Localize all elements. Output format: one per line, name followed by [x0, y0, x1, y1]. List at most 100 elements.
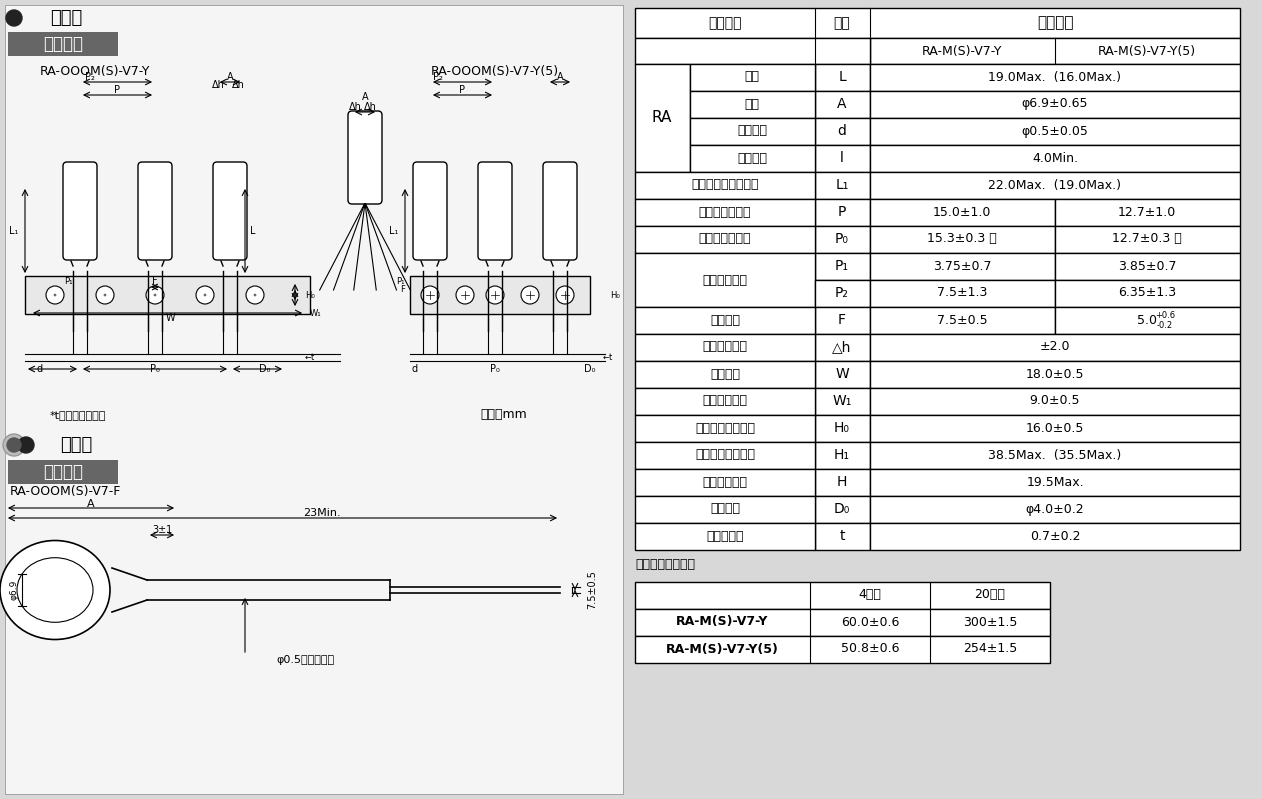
Text: 産品最高限度尺寸: 産品最高限度尺寸: [695, 448, 755, 462]
Text: 7.5±0.5: 7.5±0.5: [936, 313, 987, 327]
Bar: [870, 469, 1241, 496]
Text: 導線間距: 導線間距: [711, 313, 740, 327]
Text: 名　　稱: 名 稱: [708, 16, 742, 30]
Bar: [815, 307, 870, 334]
Circle shape: [3, 434, 25, 456]
Bar: [1055, 307, 1241, 334]
Text: RA-OOOM(S)-V7-F: RA-OOOM(S)-V7-F: [10, 486, 121, 499]
Text: 60.0±0.6: 60.0±0.6: [840, 615, 900, 629]
Text: 直径: 直径: [745, 97, 760, 110]
Text: 從基板開始産品高度: 從基板開始産品高度: [692, 178, 758, 192]
Text: P₂: P₂: [85, 72, 95, 82]
Text: 整形品: 整形品: [61, 436, 92, 454]
Text: H₀: H₀: [305, 291, 314, 300]
Bar: [815, 64, 870, 91]
Text: H₀: H₀: [834, 421, 849, 435]
Bar: [635, 415, 815, 442]
Bar: [635, 226, 815, 253]
Text: 18.0±0.5: 18.0±0.5: [1026, 368, 1084, 380]
Text: Δh: Δh: [231, 80, 245, 90]
Text: L₁: L₁: [835, 178, 848, 192]
Text: 3±1: 3±1: [151, 525, 172, 535]
Text: 編帯品: 編帯品: [50, 9, 82, 27]
Bar: [870, 415, 1241, 442]
Bar: [5, 5, 623, 794]
Bar: [635, 609, 1050, 636]
Circle shape: [456, 286, 475, 304]
Bar: [815, 280, 870, 307]
Bar: [870, 38, 1241, 64]
Circle shape: [196, 286, 215, 304]
Bar: [690, 145, 815, 172]
Text: 産品之間的問距: 産品之間的問距: [699, 205, 751, 218]
Bar: [635, 636, 1050, 663]
Text: 産品傾倒幅度: 産品傾倒幅度: [703, 340, 747, 353]
FancyBboxPatch shape: [138, 162, 172, 260]
Bar: [815, 172, 870, 199]
Bar: [635, 523, 815, 550]
Bar: [815, 469, 870, 496]
Circle shape: [6, 10, 21, 26]
FancyBboxPatch shape: [348, 111, 382, 204]
Text: d: d: [838, 124, 847, 138]
Bar: [8, 32, 119, 56]
Bar: [870, 280, 1055, 307]
Text: 洞孔位置偏移: 洞孔位置偏移: [703, 395, 747, 407]
Bar: [410, 276, 591, 314]
Circle shape: [521, 286, 539, 304]
Text: RA-OOOM(S)-V7-Y: RA-OOOM(S)-V7-Y: [40, 66, 150, 78]
Bar: [635, 8, 1241, 38]
Bar: [690, 64, 815, 91]
Bar: [635, 388, 815, 415]
Text: 帯紙總厚度: 帯紙總厚度: [707, 530, 743, 543]
FancyBboxPatch shape: [413, 162, 447, 260]
Text: 洞孔位置偏移: 洞孔位置偏移: [703, 273, 747, 287]
Text: F: F: [838, 313, 846, 327]
Bar: [25, 276, 310, 314]
Text: 3.85±0.7: 3.85±0.7: [1118, 260, 1176, 272]
Text: W₁: W₁: [833, 394, 852, 408]
Text: 外形尺寸: 外形尺寸: [43, 35, 83, 53]
Text: 16.0±0.5: 16.0±0.5: [1026, 422, 1084, 435]
Bar: [870, 253, 1055, 280]
Text: D₀: D₀: [259, 364, 271, 374]
Bar: [1055, 280, 1241, 307]
Text: 23Min.: 23Min.: [303, 508, 341, 518]
Bar: [870, 145, 1241, 172]
Text: 導線直径: 導線直径: [737, 125, 767, 137]
Text: 9.0±0.5: 9.0±0.5: [1030, 395, 1080, 407]
Bar: [1055, 199, 1241, 226]
Text: F: F: [400, 285, 405, 295]
Text: W: W: [835, 367, 849, 381]
Text: P₂: P₂: [835, 286, 849, 300]
Text: P₂: P₂: [433, 72, 443, 82]
Bar: [870, 361, 1241, 388]
Text: ±2.0: ±2.0: [1040, 340, 1070, 353]
Text: 12.7±0.3 注: 12.7±0.3 注: [1112, 233, 1182, 245]
Bar: [870, 442, 1241, 469]
Text: 20間距: 20間距: [974, 589, 1006, 602]
Bar: [635, 442, 815, 469]
Bar: [690, 118, 815, 145]
Text: RA-M(S)-V7-Y(5): RA-M(S)-V7-Y(5): [665, 642, 779, 655]
Text: Δh: Δh: [212, 80, 225, 90]
Text: 導線深入襯紙長度: 導線深入襯紙長度: [695, 422, 755, 435]
Bar: [635, 361, 815, 388]
Text: 22.0Max.  (19.0Max.): 22.0Max. (19.0Max.): [988, 178, 1122, 192]
Text: *t不含導線直径。: *t不含導線直径。: [50, 410, 106, 420]
FancyBboxPatch shape: [478, 162, 512, 260]
Text: 4.0Min.: 4.0Min.: [1032, 152, 1078, 165]
Text: D₀: D₀: [584, 364, 596, 374]
Bar: [635, 307, 815, 334]
Bar: [635, 253, 815, 307]
Text: 254±1.5: 254±1.5: [963, 642, 1017, 655]
Text: 50.8±0.6: 50.8±0.6: [840, 642, 900, 655]
Bar: [870, 334, 1241, 361]
Circle shape: [486, 286, 504, 304]
Text: 帯紙寛度: 帯紙寛度: [711, 368, 740, 380]
Bar: [8, 460, 119, 484]
Text: P₀: P₀: [835, 232, 849, 246]
Text: 38.5Max.  (35.5Max.): 38.5Max. (35.5Max.): [988, 448, 1122, 462]
Text: P: P: [114, 85, 120, 95]
Bar: [815, 388, 870, 415]
